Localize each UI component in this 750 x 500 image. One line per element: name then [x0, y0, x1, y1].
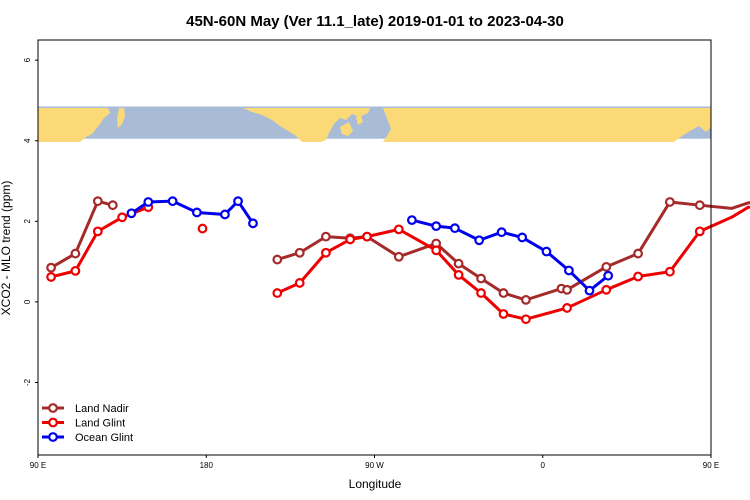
data-point — [117, 212, 128, 223]
map-land-shape — [682, 114, 692, 129]
data-point — [248, 218, 258, 229]
data-point — [167, 196, 178, 207]
data-point — [46, 272, 56, 282]
data-point — [564, 265, 574, 276]
x-tick-label: 0 — [541, 461, 546, 470]
data-point — [272, 254, 283, 265]
data-point — [92, 226, 103, 237]
data-point — [431, 245, 442, 256]
x-tick-label: 90 E — [30, 461, 46, 470]
y-tick-label: 6 — [23, 57, 32, 62]
data-point — [498, 309, 509, 319]
map-land-shape — [383, 108, 711, 142]
data-point — [272, 288, 283, 298]
series-line — [411, 218, 610, 293]
map-land-shape — [38, 108, 110, 142]
data-point — [603, 270, 614, 281]
data-point — [107, 200, 118, 211]
series-line — [50, 205, 149, 279]
y-tick-label: 4 — [23, 138, 32, 143]
legend-marker — [48, 417, 58, 428]
legend-label: Ocean Glint — [75, 432, 133, 444]
data-point — [449, 223, 460, 234]
map-land — [38, 108, 711, 142]
y-axis: -2 0 2 4 6 — [23, 57, 38, 386]
data-point — [541, 246, 552, 257]
data-point — [70, 265, 81, 276]
data-point — [694, 200, 705, 211]
data-point — [498, 288, 509, 298]
data-point — [362, 231, 372, 242]
data-point — [496, 227, 507, 238]
data-point — [294, 278, 305, 288]
data-point — [320, 231, 331, 242]
x-axis: 90 E 180 90 W 0 90 E — [30, 455, 719, 470]
data-point — [453, 269, 464, 280]
data-point — [562, 284, 572, 295]
map-land-shape — [356, 115, 363, 125]
map-land-shape — [243, 108, 370, 142]
data-point — [197, 223, 208, 234]
data-point — [320, 247, 331, 258]
chart-title: 45N-60N May (Ver 11.1_late) 2019-01-01 t… — [186, 13, 564, 30]
x-tick-label: 90 W — [365, 461, 384, 470]
legend-marker — [48, 403, 58, 413]
data-point — [143, 197, 154, 207]
series-land-glint — [46, 202, 750, 325]
data-point — [46, 262, 56, 273]
x-tick-label: 180 — [200, 461, 214, 470]
x-tick-label: 90 E — [703, 461, 719, 470]
data-point — [453, 258, 464, 269]
series-land-nadir — [46, 196, 750, 305]
map-land-shape — [340, 122, 353, 136]
data-point — [474, 235, 485, 246]
data-point — [476, 273, 486, 284]
data-point — [521, 314, 531, 325]
y-tick-label: 0 — [23, 299, 32, 304]
data-point — [345, 234, 356, 245]
data-point — [633, 271, 643, 282]
data-point — [126, 208, 137, 219]
data-point — [633, 248, 643, 259]
data-point — [294, 247, 305, 258]
data-point — [476, 288, 486, 298]
data-point — [664, 266, 675, 277]
data-point — [521, 294, 531, 305]
data-point — [220, 209, 230, 220]
data-point — [233, 196, 243, 207]
data-point — [601, 284, 612, 295]
world-map-band — [38, 106, 711, 142]
x-axis-label: Longitude — [349, 477, 402, 491]
legend: Land Nadir Land Glint Ocean Glint — [42, 403, 133, 444]
series-ocean-glint — [126, 196, 614, 296]
legend-marker — [48, 432, 58, 442]
plot-frame — [37, 39, 712, 456]
series-line — [50, 199, 114, 269]
series-line — [276, 205, 750, 321]
data-point — [393, 251, 404, 262]
data-point — [664, 197, 675, 207]
data-point — [406, 215, 417, 226]
data-point — [562, 303, 572, 313]
map-land-shape — [117, 108, 125, 128]
data-point — [517, 232, 528, 243]
data-point — [92, 196, 103, 207]
legend-label: Land Nadir — [75, 403, 129, 415]
data-point — [431, 221, 442, 232]
data-point — [70, 248, 81, 259]
y-tick-label: -2 — [23, 378, 32, 386]
plot-series — [46, 196, 750, 325]
y-axis-label: XCO2 - MLO trend (ppm) — [0, 181, 13, 316]
data-point — [694, 226, 705, 237]
data-point — [601, 261, 612, 272]
series-line — [276, 200, 750, 302]
legend-label: Land Glint — [75, 418, 125, 430]
data-point — [192, 207, 202, 218]
data-point — [584, 285, 595, 296]
data-point — [393, 224, 404, 235]
y-tick-label: 2 — [23, 219, 32, 224]
